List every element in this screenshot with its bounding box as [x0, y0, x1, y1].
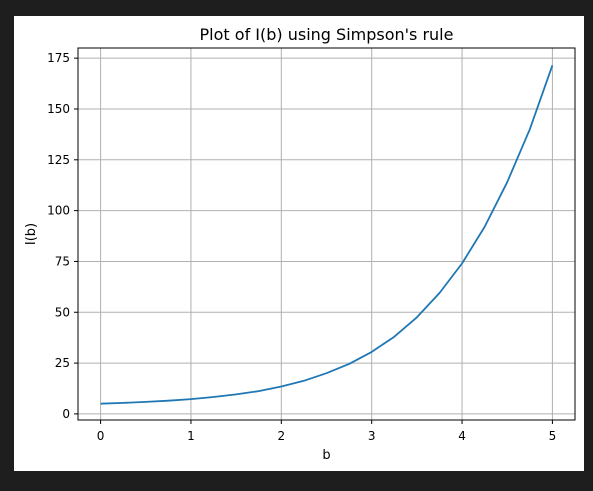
x-axis-label: b [322, 448, 330, 463]
x-tick-label: 2 [277, 429, 285, 443]
grid-lines [78, 48, 575, 420]
y-tick-label: 50 [55, 305, 70, 319]
y-tick-label: 100 [47, 204, 70, 218]
x-tick-label: 5 [549, 429, 557, 443]
x-tick-label: 3 [368, 429, 376, 443]
y-tick-label: 25 [55, 356, 70, 370]
series-layer [100, 65, 554, 405]
x-tick-label: 4 [458, 429, 466, 443]
figure-background [14, 16, 584, 471]
y-tick-label: 75 [55, 254, 70, 268]
y-axis-ticks: 0 25 50 75 100 125 150 175 [47, 51, 78, 421]
y-axis-label: I(b) [24, 223, 39, 245]
series-line [100, 65, 554, 405]
chart-title: Plot of I(b) using Simpson's rule [200, 25, 454, 44]
plot-area-frame [77, 47, 576, 421]
y-tick-label: 0 [62, 407, 70, 421]
x-axis-ticks: 0 1 2 3 4 5 [97, 420, 556, 443]
y-tick-label: 150 [47, 102, 70, 116]
x-tick-label: 1 [187, 429, 195, 443]
y-tick-label: 125 [47, 153, 70, 167]
y-tick-label: 175 [47, 51, 70, 65]
x-tick-label: 0 [97, 429, 105, 443]
